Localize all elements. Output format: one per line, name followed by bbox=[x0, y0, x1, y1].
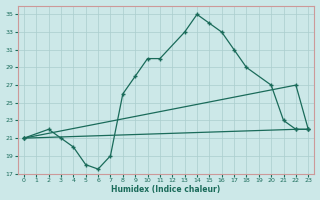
X-axis label: Humidex (Indice chaleur): Humidex (Indice chaleur) bbox=[111, 185, 221, 194]
